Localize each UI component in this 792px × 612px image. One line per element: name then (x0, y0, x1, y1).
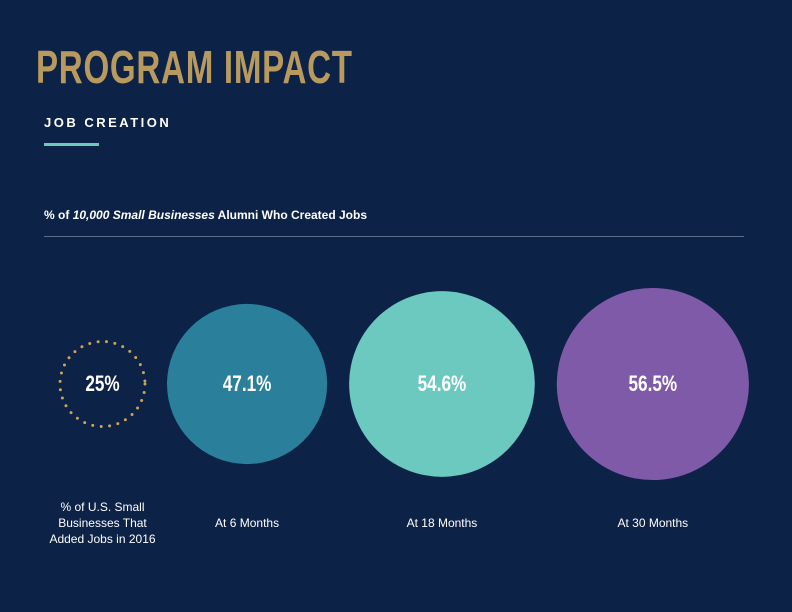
value-label: 25% (85, 372, 120, 397)
caption-part: Alumni Who Created Jobs (217, 208, 368, 222)
caption-part: % of (44, 208, 70, 222)
bubble (556, 287, 749, 481)
title: PROGRAM IMPACT (36, 41, 353, 93)
accent-rule (44, 143, 99, 146)
subtitle: JOB CREATION (44, 115, 172, 130)
caption-part: 10,000 Small Businesses (72, 208, 215, 222)
value-label: 56.5% (629, 372, 678, 397)
bubble (167, 303, 328, 465)
category-label: % of U.S. Small Businesses That Added Jo… (49, 500, 156, 546)
category-label: At 6 Months (215, 516, 280, 530)
bubble (58, 340, 147, 428)
caption: % of 10,000 Small Businesses Alumni Who … (44, 208, 367, 222)
category-label: At 18 Months (406, 516, 478, 530)
bubble (349, 291, 535, 477)
value-label: 47.1% (223, 372, 272, 397)
divider (44, 236, 744, 237)
value-label: 54.6% (418, 372, 467, 397)
category-label: At 30 Months (617, 516, 689, 530)
